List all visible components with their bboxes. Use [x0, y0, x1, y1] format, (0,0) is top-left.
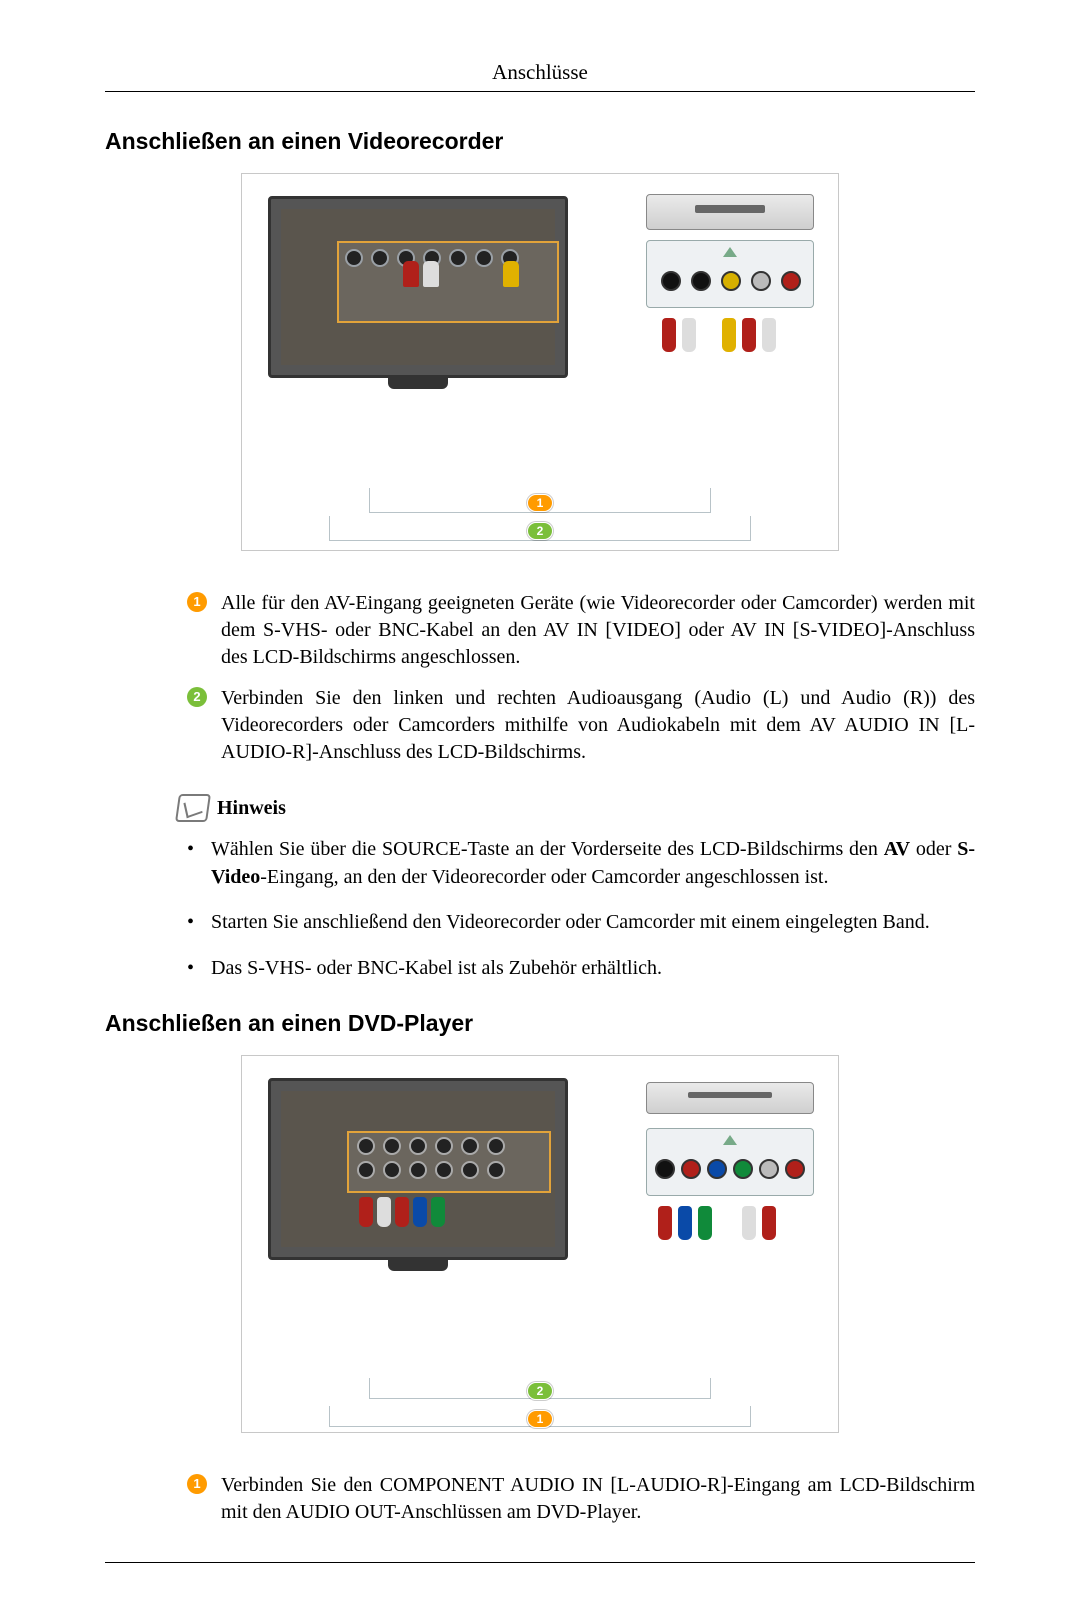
list-item: Wählen Sie über die SOURCE-Taste an der …: [177, 836, 975, 891]
figure-1-wrap: 1 2: [105, 173, 975, 556]
section1-title: Anschließen an einen Videorecorder: [105, 128, 975, 155]
plugs-audio: [742, 1206, 776, 1240]
plugs-audio: [662, 318, 696, 352]
list-item: Starten Sie anschließend den Videorecord…: [177, 909, 975, 937]
note-icon: [175, 794, 211, 822]
plugs-component: [658, 1206, 712, 1240]
figure-2-diagram: 2 1: [241, 1055, 839, 1433]
note-heading: Hinweis: [177, 794, 975, 822]
monitor-icon: [268, 196, 568, 378]
list-item: 1 Alle für den AV-Eingang geeigneten Ger…: [187, 590, 975, 671]
diagram-badge-2: 2: [527, 522, 553, 540]
note-bullets: Wählen Sie über die SOURCE-Taste an der …: [177, 836, 975, 982]
dvd-icon: [646, 1082, 814, 1114]
list-item: 1 Verbinden Sie den COMPONENT AUDIO IN […: [187, 1472, 975, 1526]
section1-steps: 1 Alle für den AV-Eingang geeigneten Ger…: [187, 590, 975, 766]
step-text: Verbinden Sie den linken und rechten Aud…: [221, 685, 975, 766]
header-rule: [105, 91, 975, 92]
figure-2-wrap: 2 1: [105, 1055, 975, 1438]
dvd-rear-panel: [646, 1128, 814, 1196]
step-badge-icon: 2: [187, 687, 207, 707]
vcr-icon: [646, 194, 814, 230]
section2-steps: 1 Verbinden Sie den COMPONENT AUDIO IN […: [187, 1472, 975, 1526]
figure-1-diagram: 1 2: [241, 173, 839, 551]
step-text: Alle für den AV-Eingang geeigneten Gerät…: [221, 590, 975, 671]
monitor-icon: [268, 1078, 568, 1260]
list-item: Das S-VHS- oder BNC-Kabel ist als Zubehö…: [177, 955, 975, 983]
step-text: Verbinden Sie den COMPONENT AUDIO IN [L-…: [221, 1472, 975, 1526]
running-header: Anschlüsse: [105, 60, 975, 85]
list-item: 2 Verbinden Sie den linken und rechten A…: [187, 685, 975, 766]
step-badge-icon: 1: [187, 592, 207, 612]
step-badge-icon: 1: [187, 1474, 207, 1494]
diagram-badge-2: 2: [527, 1382, 553, 1400]
plugs-video: [722, 318, 776, 352]
note-label: Hinweis: [217, 797, 286, 820]
section2-title: Anschließen an einen DVD-Player: [105, 1010, 975, 1037]
footer-rule: [105, 1562, 975, 1563]
vcr-rear-panel: [646, 240, 814, 308]
diagram-badge-1: 1: [527, 494, 553, 512]
diagram-badge-1: 1: [527, 1410, 553, 1428]
